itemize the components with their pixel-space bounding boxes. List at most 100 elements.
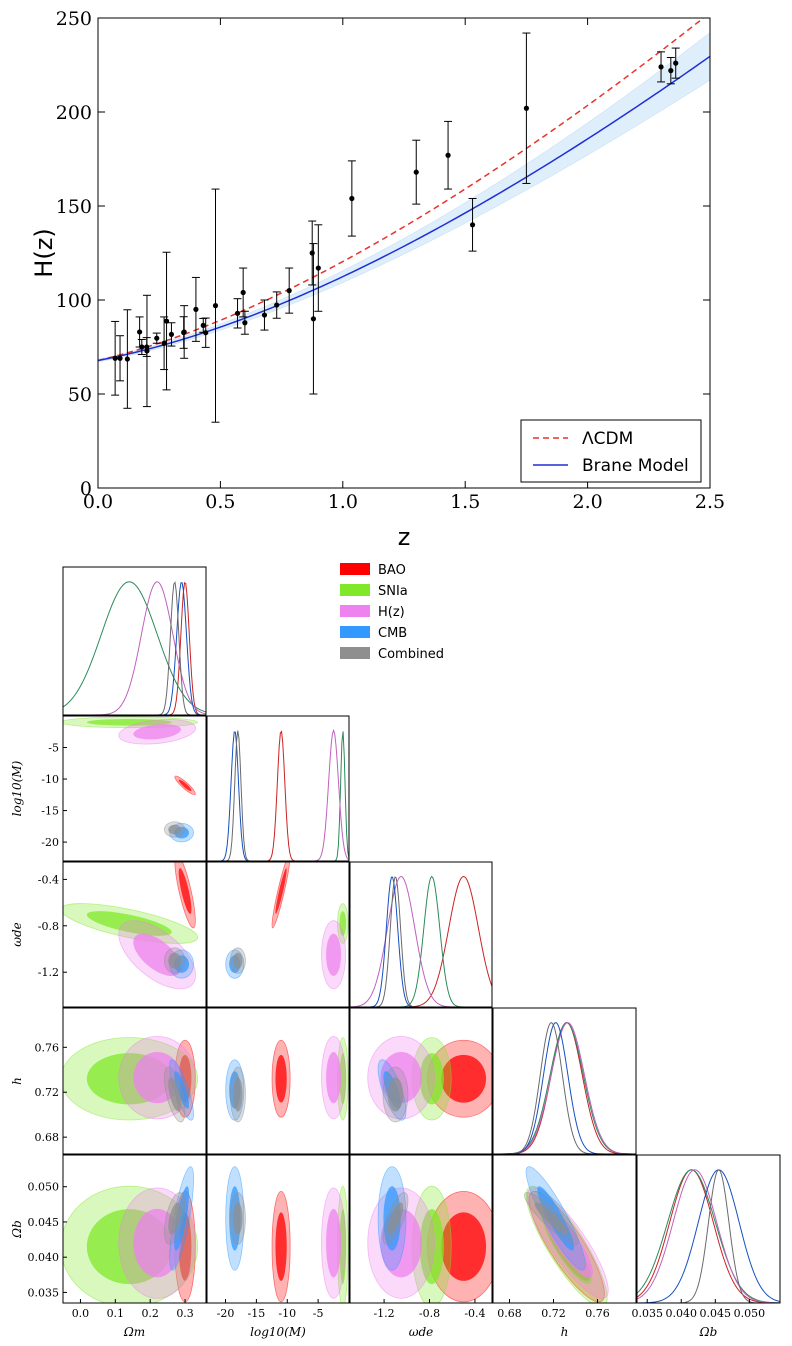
point-marker bbox=[310, 316, 317, 322]
brane-band bbox=[98, 32, 710, 363]
axis-ticks: 0.0 0.5 1.0 1.5 2.0 2.5 0 50 100 150 200 250 bbox=[56, 8, 725, 513]
contour-68-SNIa bbox=[339, 911, 347, 936]
panel-frame bbox=[62, 715, 207, 862]
x-tick-label: -0.8 bbox=[419, 1307, 440, 1320]
panel-content bbox=[350, 875, 492, 1007]
y-tick-label: -15 bbox=[41, 805, 59, 818]
panel-frame bbox=[62, 1154, 207, 1304]
x-tick-label: -15 bbox=[248, 1307, 266, 1320]
hz-chart: 0.0 0.5 1.0 1.5 2.0 2.5 0 50 100 150 200 250 z H(z)… bbox=[30, 8, 725, 551]
panel-content bbox=[637, 1169, 780, 1303]
x-tick-label: 1.5 bbox=[450, 491, 480, 513]
panel-content bbox=[225, 1166, 349, 1303]
x-tick-label: -5 bbox=[313, 1307, 324, 1320]
data-point bbox=[260, 299, 269, 331]
point-marker bbox=[242, 320, 248, 326]
panel-3-0: 0.68 0.72 0.76 bbox=[35, 1007, 207, 1155]
y-axis-label: H(z) bbox=[30, 228, 58, 277]
y-tick-label: -1.2 bbox=[38, 966, 59, 979]
y-tick-label: -5 bbox=[48, 742, 59, 755]
panel-content bbox=[63, 862, 199, 990]
point-marker bbox=[523, 105, 530, 111]
panel-4-4: 0.035 0.040 0.045 0.050 bbox=[631, 1154, 781, 1320]
contour-68-Combined bbox=[168, 1077, 181, 1112]
x-axis-label-0: Ωm bbox=[123, 1325, 145, 1339]
y-tick-label: 200 bbox=[56, 102, 92, 124]
data-point bbox=[239, 267, 248, 318]
y-tick-label: 150 bbox=[56, 196, 92, 218]
y-axis-label-3: h bbox=[10, 1077, 24, 1085]
contour-68-SNIa bbox=[419, 1209, 444, 1285]
x-axis-label-3: h bbox=[561, 1325, 569, 1339]
point-marker bbox=[286, 288, 292, 294]
data-point bbox=[211, 188, 220, 423]
contour-68-H(z) bbox=[326, 933, 342, 976]
contour-68-SNIa bbox=[86, 911, 172, 936]
point-marker bbox=[161, 340, 167, 346]
panel-frame bbox=[349, 861, 493, 1008]
data-point bbox=[142, 294, 151, 408]
marginal-H(z) bbox=[207, 728, 349, 861]
legend-label-cmb: CMB bbox=[378, 626, 407, 641]
y-axis-label-2: ωde bbox=[10, 922, 24, 947]
panel-4-2: -1.2 -0.8 -0.4 bbox=[349, 1154, 493, 1320]
legend-swatch-bao bbox=[340, 563, 370, 575]
data-point bbox=[671, 47, 680, 79]
marginal-BAO bbox=[63, 582, 206, 715]
point-marker bbox=[673, 60, 679, 66]
panel-content bbox=[225, 862, 349, 990]
data-point bbox=[152, 332, 161, 344]
panel-content bbox=[63, 581, 206, 715]
x-tick-label: 2.5 bbox=[695, 491, 725, 513]
y-tick-label: 100 bbox=[56, 290, 92, 312]
data-point bbox=[444, 120, 453, 190]
panel-2-1 bbox=[206, 861, 350, 1008]
data-point bbox=[123, 309, 132, 409]
x-tick-label: -1.2 bbox=[373, 1307, 394, 1320]
data-point bbox=[233, 298, 242, 329]
panel-4-1: -20 -15 -10 -5 bbox=[206, 1154, 350, 1320]
point-marker bbox=[144, 348, 150, 354]
point-marker bbox=[658, 64, 664, 70]
point-marker bbox=[309, 250, 315, 256]
x-tick-label: 0.2 bbox=[141, 1307, 159, 1320]
panel-content bbox=[63, 1166, 199, 1303]
marginal-BAO bbox=[637, 1169, 780, 1303]
plot-frame bbox=[97, 17, 711, 489]
x-tick-label: 0.68 bbox=[497, 1307, 522, 1320]
y-tick-label: 0.040 bbox=[28, 1251, 60, 1264]
contour-68-BAO bbox=[275, 1212, 287, 1281]
legend-label-hz: H(z) bbox=[378, 605, 405, 620]
corner-plot: -20 -15 -10 -5 -1.2 -0.8 -0.4 0.68 0.72 0.76 0.035… bbox=[10, 566, 781, 1339]
lcdm-curve bbox=[98, 18, 705, 362]
point-marker bbox=[137, 329, 143, 335]
point-marker bbox=[240, 289, 246, 296]
data-point bbox=[135, 316, 144, 348]
point-marker bbox=[445, 152, 451, 158]
x-tick-label: 0.5 bbox=[205, 491, 235, 513]
panel-content bbox=[207, 728, 349, 861]
point-marker bbox=[154, 335, 160, 341]
x-tick-label: 0.035 bbox=[631, 1307, 663, 1320]
panel-content bbox=[493, 1022, 636, 1154]
y-tick-label: 0 bbox=[80, 478, 92, 500]
marginal-SNIa bbox=[350, 875, 492, 1007]
point-marker bbox=[139, 344, 145, 350]
marginal-H(z) bbox=[637, 1169, 780, 1303]
contour-68-SNIa bbox=[339, 1053, 347, 1105]
x-axis-label-4: Ωb bbox=[699, 1325, 718, 1339]
point-marker bbox=[203, 330, 209, 336]
point-marker bbox=[234, 310, 241, 316]
contour-68-Combined bbox=[534, 1202, 569, 1235]
contour-68-BAO bbox=[275, 868, 287, 914]
point-marker bbox=[668, 68, 674, 74]
marginal-CMB bbox=[637, 1169, 780, 1303]
panel-frame bbox=[206, 1007, 350, 1155]
legend-swatch-hz bbox=[340, 605, 370, 617]
legend-swatch-cmb bbox=[340, 626, 370, 638]
point-marker bbox=[469, 222, 476, 228]
panel-4-0: 0.035 0.040 0.045 0.050 0.0 0.1 0.2 0.3 bbox=[28, 1154, 207, 1320]
legend-label-combined: Combined bbox=[378, 647, 444, 662]
panel-1-1 bbox=[206, 715, 350, 862]
x-tick-label: -20 bbox=[217, 1307, 235, 1320]
